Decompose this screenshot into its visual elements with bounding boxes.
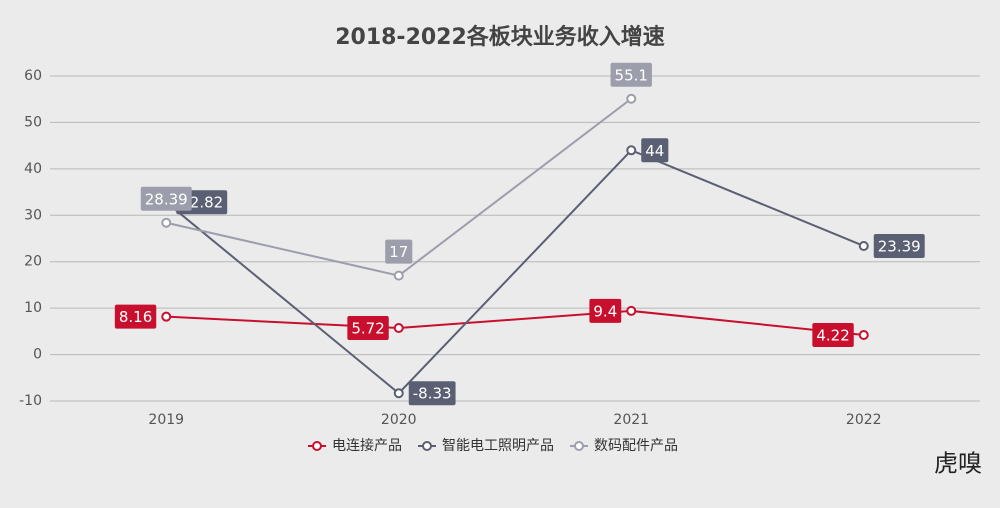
data-point: [393, 323, 404, 334]
data-label-box: [347, 316, 389, 341]
legend-marker: [422, 441, 432, 451]
data-point: [858, 240, 869, 251]
data-label: -8.33: [408, 381, 456, 406]
data-label-box: [140, 186, 192, 211]
y-tick-label: 10: [24, 300, 42, 316]
data-label: 9.4: [589, 298, 622, 323]
data-label-box: [114, 304, 157, 329]
data-label-box: [589, 298, 622, 323]
legend-label: 智能电工照明产品: [442, 438, 554, 454]
data-point: [393, 388, 404, 399]
data-label-box: [873, 233, 925, 258]
data-label: 8.16: [114, 304, 157, 329]
data-label-box: [812, 322, 854, 347]
data-point: [161, 217, 172, 228]
data-label: 4.22: [812, 322, 854, 347]
x-tick-label: 2022: [846, 412, 882, 428]
y-tick-label: 60: [24, 68, 42, 84]
y-tick-label: 50: [24, 114, 42, 130]
data-point: [161, 311, 172, 322]
data-label-box: [610, 62, 652, 87]
data-point: [858, 329, 869, 340]
data-label: 28.39: [140, 186, 192, 211]
y-tick-label: -10: [19, 393, 42, 409]
y-tick-label: 20: [24, 254, 42, 270]
data-label: 23.39: [873, 233, 925, 258]
data-label-text: 17: [389, 243, 408, 261]
legend-marker: [574, 441, 584, 451]
legend-label: 电连接产品: [332, 437, 402, 454]
data-label: 5.72: [347, 316, 389, 341]
data-label-box: [641, 138, 669, 163]
y-tick-label: 30: [24, 207, 42, 223]
data-point: [626, 145, 637, 156]
legend-marker: [312, 441, 322, 451]
data-point: [626, 305, 637, 316]
series-line: [165, 149, 865, 395]
data-label: 55.1: [610, 62, 652, 87]
data-label: 17: [385, 239, 413, 264]
watermark: 虎嗅: [934, 450, 982, 478]
data-label-text: 5.72: [351, 320, 384, 338]
chart-title: 2018-2022各板块业务收入增速: [335, 24, 665, 50]
data-label-text: 28.39: [145, 190, 188, 208]
y-tick-label: 0: [33, 347, 42, 363]
data-label-text: -8.33: [413, 385, 452, 403]
x-tick-label: 2019: [148, 412, 184, 428]
x-tick-label: 2021: [613, 412, 649, 428]
data-label-box: [385, 239, 413, 264]
data-point: [393, 270, 404, 281]
x-tick-label: 2020: [381, 412, 417, 428]
data-label-text: 9.4: [593, 302, 617, 320]
data-label-box: [408, 381, 456, 406]
y-tick-label: 40: [24, 161, 42, 177]
data-label-text: 4.22: [816, 326, 849, 344]
data-label-text: 8.16: [119, 308, 152, 326]
legend-label: 数码配件产品: [594, 438, 678, 454]
data-label-text: 23.39: [878, 237, 921, 255]
data-label-text: 55.1: [615, 66, 648, 84]
data-label-text: 44: [645, 142, 664, 160]
data-point: [626, 93, 637, 104]
data-label: 44: [641, 138, 669, 163]
series-line: [166, 309, 864, 336]
